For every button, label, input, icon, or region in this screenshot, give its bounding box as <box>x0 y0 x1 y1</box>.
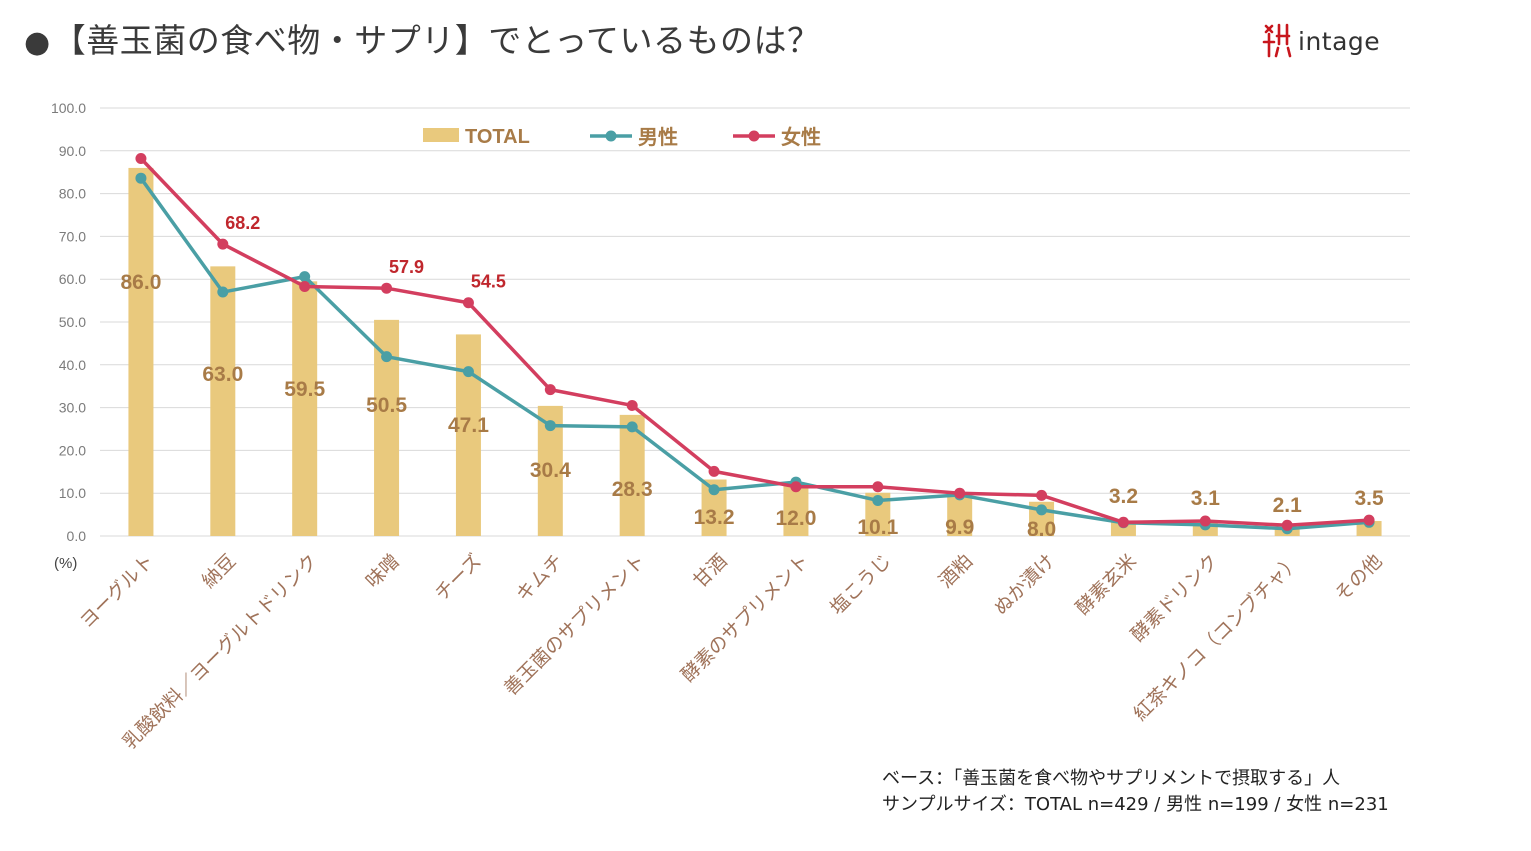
intage-mark-icon <box>1262 23 1292 58</box>
female-series-line <box>139 157 1370 528</box>
male-series-point <box>626 421 638 433</box>
female-series-point <box>1036 489 1048 501</box>
bar-total <box>1110 522 1136 536</box>
page-title: ●【善玉菌の食べ物・サプリ】でとっているものは？ <box>24 14 821 62</box>
female-series-point <box>1281 519 1293 531</box>
bar-total <box>1356 521 1382 536</box>
y-tick-label: 0.0 <box>67 528 87 544</box>
bar-total <box>783 484 809 536</box>
female-series-point <box>135 153 147 165</box>
category-label: 甘酒 <box>689 550 731 592</box>
footer-sample-size: サンプルサイズ：TOTAL n=429 / 男性 n=199 / 女性 n=23… <box>882 794 1389 815</box>
total-data-label: 12.0 <box>776 507 817 530</box>
total-data-label: 63.0 <box>202 363 243 386</box>
male-series-point <box>381 351 393 363</box>
male-series-point <box>217 286 229 298</box>
male-series-point <box>1036 504 1048 516</box>
legend-male-label: 男性 <box>638 125 678 149</box>
y-tick-label: 50.0 <box>59 314 86 330</box>
female-series-point <box>708 465 720 477</box>
category-label: 納豆 <box>198 550 240 592</box>
total-data-label: 59.5 <box>284 378 325 401</box>
y-tick-label: 60.0 <box>59 271 86 287</box>
legend-female-marker <box>748 130 760 142</box>
category-label: チーズ <box>431 550 486 605</box>
y-tick-label: 90.0 <box>59 143 86 159</box>
total-data-label: 3.2 <box>1109 485 1138 508</box>
total-data-label: 8.0 <box>1027 518 1056 541</box>
male-series-point <box>708 484 720 496</box>
female-data-label: 68.2 <box>225 213 260 233</box>
total-data-label: 86.0 <box>121 271 162 294</box>
y-tick-label: 40.0 <box>59 357 86 373</box>
title-bullet: ● <box>24 25 51 60</box>
female-series-point <box>626 399 638 411</box>
category-label: 紅茶キノコ（コンブチャ） <box>1129 549 1305 725</box>
total-data-label: 3.1 <box>1191 487 1221 510</box>
category-label: 善玉菌のサプリメント <box>500 550 650 700</box>
bar-total <box>210 266 236 536</box>
title-text: 【善玉菌の食べ物・サプリ】でとっているものは？ <box>52 21 821 60</box>
female-series-point <box>872 481 884 493</box>
female-series-point <box>1117 516 1129 528</box>
y-tick-label: 80.0 <box>59 186 86 202</box>
legend-total-label: TOTAL <box>465 126 530 148</box>
category-label: 酵素玄米 <box>1072 550 1141 619</box>
footer-note: ベース：「善玉菌を食べ物やサプリメントで摂取する」人 サンプルサイズ：TOTAL… <box>882 766 1389 818</box>
total-data-label: 2.1 <box>1273 494 1303 517</box>
category-label: その他 <box>1331 550 1387 606</box>
female-series-point <box>954 487 966 499</box>
category-label: キムチ <box>512 550 568 606</box>
female-series-point <box>462 297 474 309</box>
category-label: 味噌 <box>362 550 404 592</box>
bar-total <box>947 493 973 536</box>
male-series-line <box>139 177 1370 531</box>
legend-total-swatch <box>423 128 459 142</box>
female-series-point <box>299 280 311 292</box>
female-data-label: 54.5 <box>471 272 506 292</box>
y-tick-label: 10.0 <box>59 485 86 501</box>
female-series-point <box>217 238 229 250</box>
female-series-point <box>544 384 556 396</box>
category-label: 塩こうじ <box>826 550 895 619</box>
logo-text: intage <box>1298 26 1381 56</box>
total-data-label: 50.5 <box>366 394 407 417</box>
category-label: 酒粕 <box>935 550 977 592</box>
total-data-label: 30.4 <box>530 459 571 482</box>
male-series-point <box>299 271 311 283</box>
y-tick-label: 30.0 <box>59 400 86 416</box>
chart-area: 0.0 10.0 20.0 30.0 40.0 50.0 60.0 70.0 80.0 90.0 1… <box>51 100 1410 754</box>
female-series-point <box>1363 514 1375 526</box>
bar-total <box>292 281 318 536</box>
total-data-label: 47.1 <box>448 414 489 437</box>
total-data-label: 10.1 <box>857 516 898 539</box>
male-series-point <box>872 494 884 506</box>
female-series-point <box>381 282 393 294</box>
legend-male-marker <box>605 130 617 142</box>
footer-base: ベース：「善玉菌を食べ物やサプリメントで摂取する」人 <box>882 768 1341 789</box>
bar-total <box>128 167 154 537</box>
y-tick-label: 70.0 <box>59 228 86 244</box>
y-unit-label: (%) <box>54 555 77 572</box>
male-series-point <box>462 366 474 378</box>
female-data-label: 57.9 <box>389 257 424 277</box>
y-tick-label: 100.0 <box>51 100 86 116</box>
male-series-point <box>135 172 147 184</box>
female-series-point <box>790 481 802 493</box>
total-data-label: 28.3 <box>612 478 653 501</box>
male-series-point <box>544 420 556 432</box>
legend-female-label: 女性 <box>781 125 821 149</box>
category-label: ぬか漬け <box>990 550 1059 619</box>
total-data-label: 13.2 <box>694 506 735 529</box>
y-tick-label: 20.0 <box>59 442 86 458</box>
total-data-label: 9.9 <box>945 516 974 539</box>
total-data-label: 3.5 <box>1354 487 1384 510</box>
intage-logo: intage <box>1262 22 1380 60</box>
category-label: ヨーグルト <box>76 550 159 633</box>
female-series-point <box>1199 515 1211 527</box>
